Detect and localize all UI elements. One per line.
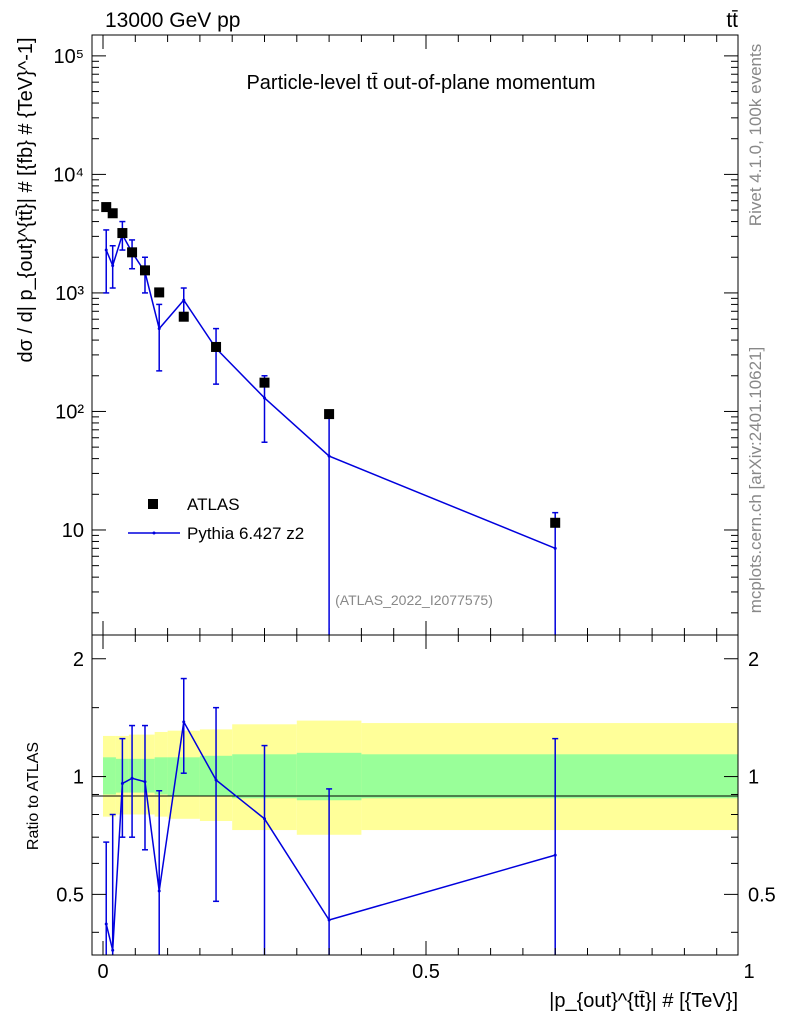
atlas-data-point — [154, 287, 165, 298]
x-axis-label: |p_{out}^{tt̄}| # [{TeV}] — [549, 990, 738, 1012]
ratio-data-layer — [103, 677, 559, 955]
mc-point — [157, 327, 161, 331]
mc-series-line — [105, 232, 556, 550]
ratio-point — [263, 817, 266, 821]
ratio-point — [157, 889, 161, 893]
ratio-frame — [91, 634, 739, 956]
ratio-point — [327, 918, 331, 922]
ratio-point — [104, 922, 108, 926]
atlas-data-point — [324, 409, 335, 420]
atlas-data-point — [117, 228, 128, 239]
x-tick-label: 1 — [743, 961, 754, 983]
ratio-point — [111, 948, 115, 952]
legend-data-label: ATLAS — [187, 495, 240, 514]
atlas-data-point — [211, 341, 222, 352]
mc-point — [111, 264, 115, 268]
ratio-y-axis-label: Ratio to ATLAS — [25, 742, 42, 850]
y-tick-label: 10² — [55, 401, 84, 423]
atlas-data-point — [550, 517, 561, 528]
legend-mc-marker — [152, 531, 156, 535]
main-data-layer — [101, 202, 561, 635]
main-y-axis-label: dσ / d| p_{out}^{tt̄}| # [{fb} # {TeV}^-… — [15, 37, 37, 362]
header-process: tt̄ — [726, 9, 738, 32]
plot-title: Particle-level tt̄ out-of-plane momentum — [246, 72, 595, 94]
mc-point — [104, 248, 108, 252]
mc-point — [182, 298, 186, 302]
ratio-point — [553, 853, 557, 857]
x-tick-label: 0.5 — [412, 961, 440, 983]
ratio-inner-band — [141, 758, 155, 793]
ratio-y-tick-label-left: 0.5 — [56, 884, 84, 906]
x-tick-label: 0 — [97, 961, 108, 983]
y-tick-label: 10⁴ — [53, 164, 84, 186]
ratio-panel: 0.5 0.5 1 1 2 2 0 0.5 1 Ratio to ATLAS |p_{out}^… — [25, 634, 776, 1012]
ratio-y-tick-label-left: 1 — [73, 767, 84, 789]
atlas-data-point — [107, 208, 118, 219]
atlas-data-point — [101, 202, 112, 213]
legend-data-marker — [148, 499, 158, 509]
ratio-y-tick-label-left: 2 — [73, 649, 84, 671]
legend-mc-label: Pythia 6.427 z2 — [187, 524, 304, 543]
ratio-axis-ticks: 0.5 0.5 1 1 2 2 0 0.5 1 — [56, 635, 776, 983]
ratio-inner-band — [128, 758, 142, 793]
y-tick-label: 10 — [62, 520, 84, 542]
legend: ATLAS Pythia 6.427 z2 — [128, 495, 304, 543]
y-tick-label: 10³ — [55, 283, 84, 305]
header-energy: 13000 GeV pp — [105, 9, 240, 32]
mc-point — [327, 454, 331, 458]
mc-point — [263, 396, 266, 400]
ratio-point — [130, 776, 134, 780]
y-tick-label: 10⁵ — [53, 46, 84, 68]
ratio-inner-band — [103, 757, 116, 795]
main-axis-ticks: 10 10² 10³ 10⁴ 10⁵ — [53, 35, 738, 635]
ratio-y-tick-label-right: 1 — [748, 767, 759, 789]
atlas-data-point — [178, 311, 189, 322]
analysis-watermark: (ATLAS_2022_I2077575) — [335, 592, 493, 608]
main-panel: 10 10² 10³ 10⁴ 10⁵ Particle-level tt̄ out-of… — [15, 34, 739, 636]
ratio-y-tick-label-right: 0.5 — [748, 884, 776, 906]
ratio-point — [143, 780, 147, 784]
ratio-y-tick-label-right: 2 — [748, 649, 759, 671]
mc-point — [553, 546, 557, 550]
atlas-data-point — [127, 247, 138, 258]
ratio-inner-band — [154, 757, 168, 795]
rivet-version-label: Rivet 4.1.0, 100k events — [746, 44, 765, 226]
atlas-data-point — [139, 265, 150, 276]
atlas-data-point — [259, 377, 270, 388]
ratio-point — [214, 778, 218, 782]
ratio-point — [182, 720, 186, 724]
ratio-point — [120, 782, 124, 786]
mcplots-source-label: mcplots.cern.ch [arXiv:2401.10621] — [746, 347, 765, 613]
ratio-inner-band — [361, 754, 738, 799]
main-frame — [91, 34, 739, 636]
ratio-uncertainty-bands — [103, 720, 738, 835]
